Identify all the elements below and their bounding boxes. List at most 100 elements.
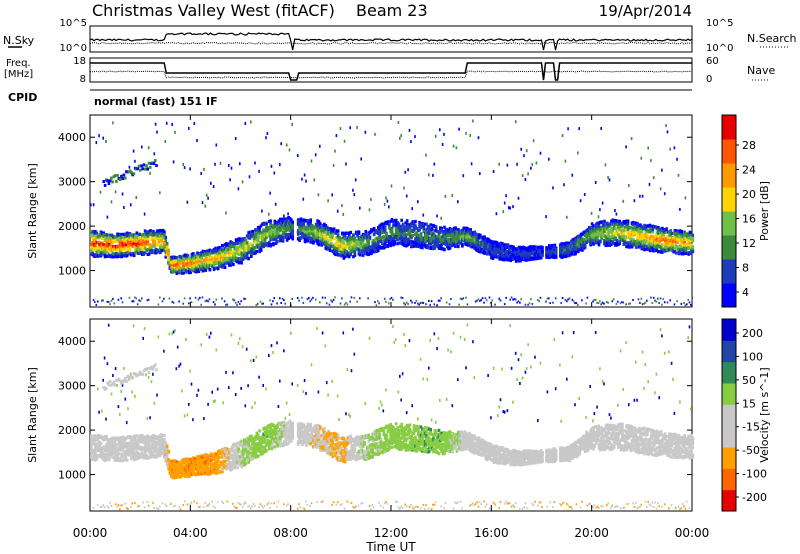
range-gate-point: [381, 230, 384, 234]
range-gate-point: [230, 166, 233, 170]
range-gate-point: [405, 243, 409, 248]
range-gate-point: [492, 252, 496, 256]
range-gate-point: [687, 298, 689, 301]
range-gate-point: [201, 253, 205, 257]
range-gate-point: [130, 236, 133, 240]
range-gate-point: [670, 244, 674, 248]
range-gate-point: [641, 233, 645, 237]
range-gate-point: [346, 236, 350, 240]
range-gate-point: [319, 232, 322, 236]
range-gate-point: [305, 230, 308, 234]
range-gate-point: [599, 239, 602, 243]
range-gate-point: [537, 256, 540, 260]
range-gate-point: [149, 232, 152, 236]
range-gate-point: [617, 229, 620, 233]
range-gate-point: [303, 229, 307, 233]
range-gate-point: [652, 237, 656, 241]
range-gate-point: [434, 235, 438, 239]
range-gate-point: [463, 232, 467, 236]
range-gate-point: [510, 296, 513, 299]
range-gate-point: [575, 236, 579, 240]
range-gate-point: [554, 249, 558, 254]
range-gate-point: [657, 297, 659, 300]
range-gate-point: [623, 237, 627, 241]
range-gate-point: [170, 264, 173, 268]
range-gate-point: [343, 139, 346, 143]
range-gate-point: [154, 236, 158, 240]
range-gate-point: [681, 234, 685, 238]
range-gate-point: [142, 246, 145, 250]
range-gate-point: [593, 298, 596, 301]
range-gate-point: [226, 257, 230, 261]
range-gate-point: [389, 298, 391, 301]
range-gate-point: [472, 236, 475, 240]
range-gate-point: [674, 229, 678, 233]
range-gate-point: [594, 222, 598, 226]
range-gate-point: [665, 227, 668, 231]
range-gate-point: [110, 240, 114, 244]
range-gate-point: [590, 211, 593, 215]
range-gate-point: [436, 214, 438, 218]
range-gate-point: [374, 245, 377, 249]
range-gate-point: [670, 248, 674, 252]
range-gate-point: [684, 237, 688, 242]
range-gate-point: [577, 235, 580, 239]
range-gate-point: [215, 256, 219, 260]
range-gate-point: [579, 199, 582, 203]
range-gate-point: [91, 439, 94, 443]
range-gate-point: [614, 227, 617, 231]
range-gate-point: [401, 242, 405, 246]
range-gate-point: [410, 140, 412, 144]
range-gate-point: [357, 248, 361, 252]
range-gate-point: [597, 226, 601, 231]
range-gate-point: [637, 229, 641, 233]
range-gate-point: [147, 298, 150, 301]
range-gate-point: [483, 251, 486, 255]
range-gate-point: [101, 236, 104, 240]
range-gate-point: [567, 248, 570, 253]
range-gate-point: [263, 232, 267, 236]
range-gate-point: [590, 241, 594, 245]
range-gate-point: [272, 235, 275, 239]
range-gate-point: [117, 233, 121, 237]
range-gate-point: [405, 301, 408, 304]
range-gate-point: [287, 226, 290, 231]
range-gate-point: [240, 244, 243, 248]
range-gate-point: [193, 122, 196, 125]
range-gate-point: [255, 238, 259, 242]
range-gate-point: [517, 257, 521, 262]
range-gate-point: [590, 234, 594, 239]
range-gate-point: [273, 171, 276, 175]
range-gate-point: [277, 231, 281, 235]
range-gate-point: [476, 243, 479, 247]
range-gate-point: [331, 231, 334, 235]
range-gate-point: [561, 255, 565, 259]
range-gate-point: [684, 233, 688, 237]
range-gate-point: [262, 222, 265, 226]
range-gate-point: [640, 297, 643, 300]
range-gate-point: [659, 297, 662, 300]
range-gate-point: [259, 300, 262, 303]
range-gate-point: [262, 229, 265, 233]
range-gate-point: [259, 242, 263, 246]
range-gate-point: [548, 244, 551, 248]
range-gate-point: [650, 159, 652, 163]
range-gate-point: [232, 298, 234, 301]
range-gate-point: [419, 225, 423, 229]
range-gate-point: [531, 303, 534, 305]
range-gate-point: [594, 229, 598, 233]
range-gate-point: [237, 250, 241, 254]
range-gate-point: [669, 147, 671, 151]
nsky-tick-bottom: 10^0: [60, 43, 87, 54]
range-gate-point: [229, 244, 232, 248]
range-gate-point: [597, 215, 600, 219]
range-gate-point: [194, 265, 198, 269]
range-gate-point: [392, 220, 395, 224]
range-gate-point: [196, 263, 199, 267]
range-gate-point: [400, 296, 402, 299]
range-gate-point: [472, 231, 475, 235]
range-gate-point: [233, 255, 237, 259]
range-gate-point: [571, 238, 575, 242]
range-gate-point: [208, 258, 212, 262]
range-gate-point: [274, 202, 277, 206]
